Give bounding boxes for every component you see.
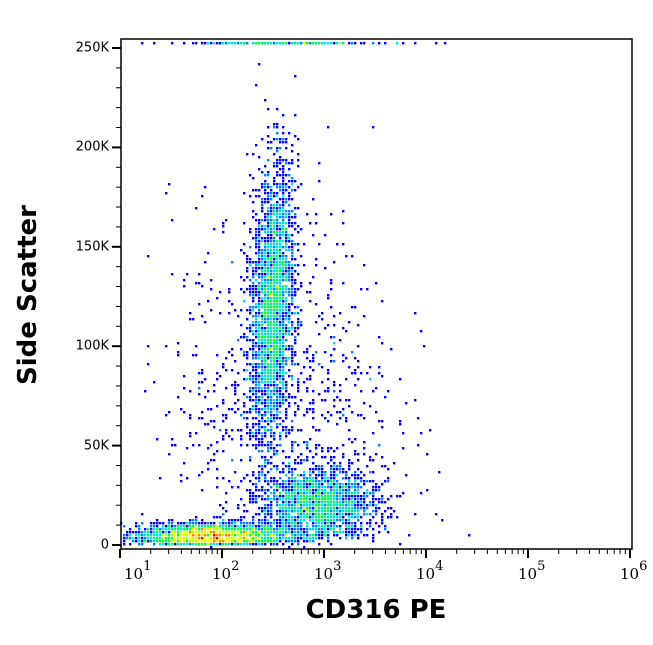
x-tick-base: 10 [620,565,640,583]
x-tick-label: 104 [416,559,444,583]
density-dots [120,42,471,549]
y-axis-ticks [112,47,121,546]
y-tick-label: 250K [75,40,109,56]
x-tick-label: 105 [518,559,546,583]
x-tick-base: 10 [212,565,232,583]
y-axis-label: Side Scatter [13,205,43,385]
x-tick-label: 103 [314,559,342,583]
x-tick-base: 10 [124,565,144,583]
y-tick-label: 100K [75,338,109,354]
x-tick-exponent: 2 [231,559,240,574]
x-axis-ticks [119,549,631,558]
x-tick-exponent: 4 [435,559,444,574]
y-tick-label: 200K [75,139,109,155]
x-tick-base: 10 [314,565,334,583]
x-tick-label: 101 [124,559,152,583]
x-axis-label: CD316 PE [305,595,447,625]
x-tick-label: 106 [620,559,648,583]
x-tick-label: 102 [212,559,240,583]
x-tick-base: 10 [518,565,538,583]
x-tick-exponent: 6 [639,559,648,574]
y-tick-label: 0 [100,537,109,553]
x-tick-exponent: 3 [333,559,342,574]
x-tick-exponent: 5 [537,559,546,574]
y-tick-label: 50K [83,438,109,454]
x-tick-exponent: 1 [143,559,152,574]
plot-frame [120,38,633,550]
y-tick-label: 150K [75,239,109,255]
x-tick-base: 10 [416,565,436,583]
